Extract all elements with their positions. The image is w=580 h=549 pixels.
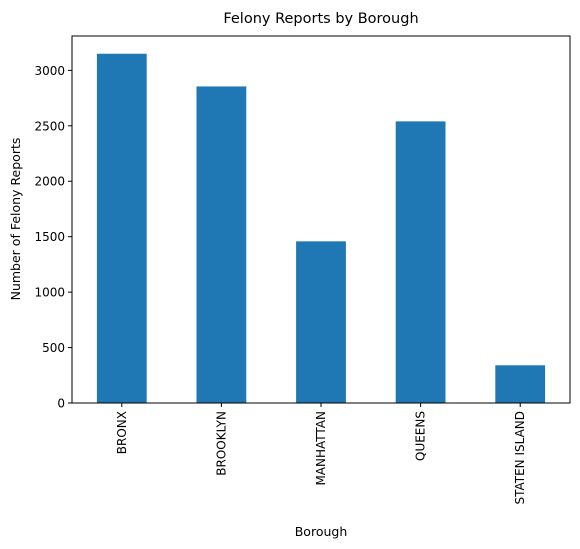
y-axis-label: Number of Felony Reports bbox=[8, 138, 23, 301]
y-ticks: 0 500 1000 1500 2000 2500 3000 bbox=[34, 64, 72, 411]
chart-title: Felony Reports by Borough bbox=[223, 11, 418, 27]
y-tick-label: 500 bbox=[42, 341, 65, 355]
y-tick-label: 0 bbox=[57, 397, 65, 411]
x-tick-label: STATEN ISLAND bbox=[513, 411, 527, 505]
plot-frame bbox=[71, 35, 571, 404]
y-tick-label: 2000 bbox=[34, 175, 65, 189]
y-tick-label: 3000 bbox=[34, 64, 65, 78]
x-tick-label: BROOKLYN bbox=[214, 411, 228, 476]
bar-staten-island bbox=[495, 365, 546, 403]
y-tick-label: 1000 bbox=[34, 286, 65, 300]
y-tick-label: 1500 bbox=[34, 230, 65, 244]
bar-brooklyn bbox=[196, 86, 247, 403]
x-tick-label: QUEENS bbox=[414, 411, 428, 461]
bar-queens bbox=[395, 121, 446, 403]
bar-manhattan bbox=[296, 241, 346, 403]
x-ticks: BRONX BROOKLYN MANHATTAN QUEENS STATEN ISLAN… bbox=[115, 403, 527, 505]
y-tick-label: 2500 bbox=[34, 119, 65, 133]
x-tick-label: MANHATTAN bbox=[314, 411, 328, 486]
x-axis-label: Borough bbox=[295, 524, 348, 539]
x-tick-label: BRONX bbox=[115, 411, 129, 454]
bars bbox=[96, 53, 546, 404]
bar-bronx bbox=[96, 53, 147, 404]
